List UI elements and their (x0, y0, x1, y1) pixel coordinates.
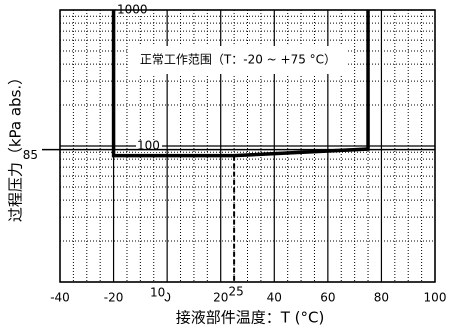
label-bg (149, 287, 167, 299)
x-tick-label: 0 (163, 291, 171, 305)
y-axis-title: 过程压力（kPa abs.） (7, 70, 25, 222)
y-tick-label: 10 (150, 286, 165, 300)
annotation-box (128, 46, 348, 74)
x-tick-label: 100 (424, 291, 447, 305)
y-tick-label: 100 (137, 139, 160, 153)
plot-frame (59, 9, 436, 283)
x-tick-label: 20 (213, 291, 228, 305)
reference-label: 85 (23, 148, 38, 162)
x-tick-label: 80 (374, 291, 389, 305)
x-tick-label: -20 (104, 291, 124, 305)
x-axis-title: 接液部件温度：T (°C) (176, 309, 325, 327)
annotation: 正常工作范围（T：-20 ~ +75 °C） (140, 53, 336, 67)
x-marker-label: 25 (228, 285, 243, 299)
x-tick-label: 60 (320, 291, 335, 305)
x-tick-label: 40 (267, 291, 282, 305)
x-tick-label: -40 (50, 291, 70, 305)
